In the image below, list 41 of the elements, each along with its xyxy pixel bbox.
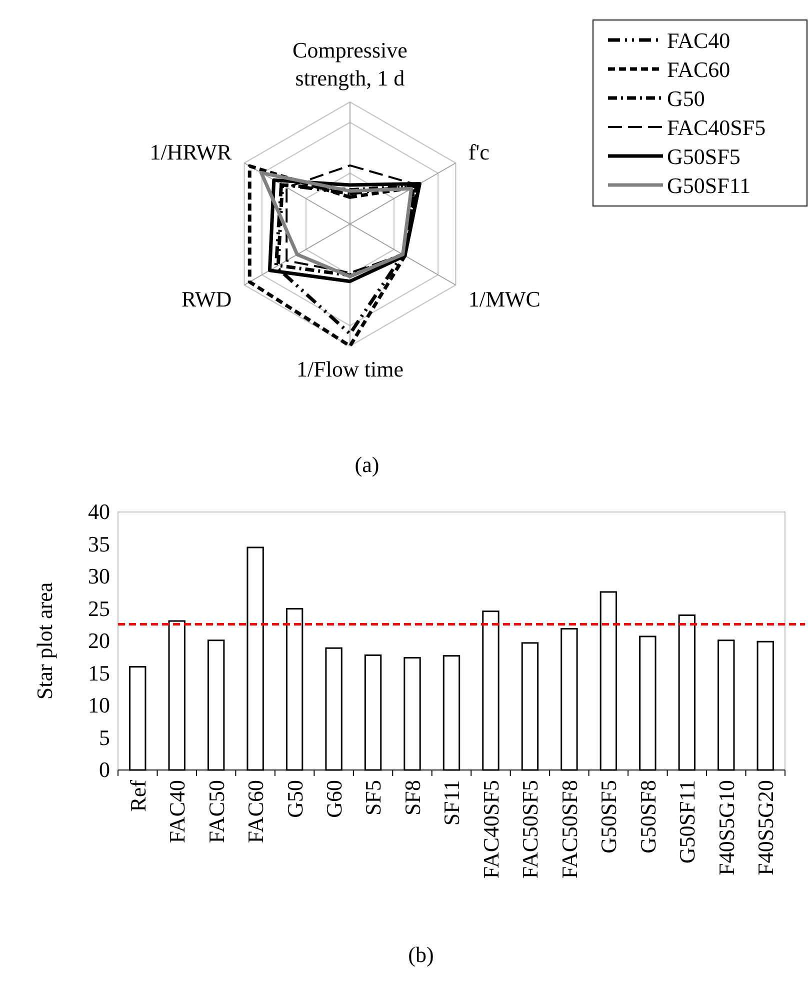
x-tick-label: SF5: [360, 780, 386, 816]
y-tick-label: 10: [88, 692, 110, 718]
y-axis-title: Star plot area: [32, 582, 57, 700]
y-tick-label: 5: [99, 724, 110, 750]
spoke-label: f'c: [468, 140, 490, 165]
x-tick-label: FAC60: [243, 780, 268, 844]
x-tick-label: FAC50SF5: [518, 780, 543, 879]
x-tick-label: G50SF8: [635, 780, 660, 854]
x-tick-label: FAC40: [164, 780, 190, 844]
x-tick-label: G60: [321, 780, 346, 818]
text: (b): [408, 942, 434, 967]
x-tick-label: FAC40SF5: [478, 780, 504, 879]
spoke-label: RWD: [182, 286, 232, 312]
legend-label: G50SF5: [667, 144, 740, 169]
y-tick-label: 30: [88, 564, 110, 589]
y-tick-label: 15: [88, 660, 110, 686]
x-tick-label: G50SF11: [674, 780, 700, 864]
legend-label: FAC60: [667, 57, 730, 82]
text: (a): [354, 452, 380, 477]
y-tick-label: 20: [88, 628, 110, 654]
x-tick-label: Ref: [125, 779, 150, 812]
x-tick-label: FAC50: [204, 780, 229, 844]
spoke-label: 1/Flow time: [296, 356, 404, 382]
legend-label: FAC40SF5: [667, 115, 766, 140]
legend-label: G50SF11: [667, 173, 751, 198]
spoke-label: Compressive strength, 1 d: [292, 37, 408, 90]
x-tick-label: F40S5G10: [714, 780, 739, 876]
y-tick-label: 40: [88, 499, 110, 524]
x-tick-label: SF11: [439, 780, 464, 826]
spoke-label: 1/MWC: [468, 286, 540, 312]
x-tick-label: G50SF5: [596, 780, 622, 854]
x-tick-label: SF8: [400, 780, 425, 816]
legend-label: FAC40: [667, 28, 730, 53]
y-tick-label: 0: [99, 757, 110, 782]
x-tick-label: FAC50SF8: [556, 780, 582, 879]
x-tick-label: G50: [282, 780, 308, 818]
x-tick-label: F40S5G20: [753, 780, 778, 876]
y-tick-label: 25: [88, 596, 110, 621]
spoke-label: 1/HRWR: [150, 140, 232, 165]
legend-label: G50: [667, 86, 705, 111]
y-tick-label: 35: [88, 531, 110, 556]
